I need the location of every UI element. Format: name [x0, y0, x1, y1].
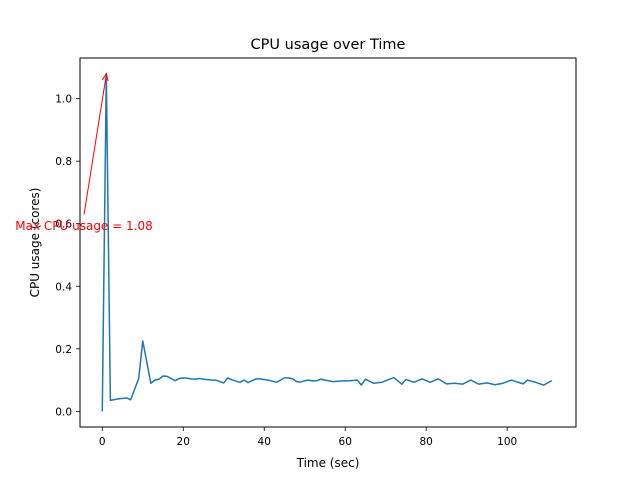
- chart-title: CPU usage over Time: [251, 37, 406, 53]
- y-tick-label: 0.0: [55, 406, 72, 418]
- x-tick-label: 100: [497, 436, 517, 448]
- annotation-arrow: [83, 74, 107, 215]
- x-tick-label: 40: [258, 436, 271, 448]
- y-tick-label: 0.2: [55, 344, 72, 356]
- x-tick-label: 0: [99, 436, 106, 448]
- plot-area: [101, 72, 553, 412]
- x-tick-label: 80: [420, 436, 433, 448]
- annotation-arrowhead: [101, 72, 109, 82]
- y-tick-label: 0.8: [55, 156, 72, 168]
- y-tick-label: 0.4: [55, 281, 72, 293]
- y-axis-label: CPU usage (cores): [28, 188, 42, 298]
- x-axis: 0 20 40 60 80 100: [99, 427, 517, 448]
- x-tick-label: 60: [339, 436, 352, 448]
- axes-frame: [79, 57, 577, 428]
- y-tick-label: 0.6: [55, 219, 72, 231]
- annotation-label: Max CPU usage = 1.08: [15, 219, 152, 233]
- series-line-0: [101, 72, 553, 412]
- max-annotation: Max CPU usage = 1.08: [15, 72, 153, 233]
- y-tick-label: 1.0: [55, 94, 72, 106]
- y-axis: 0.0 0.2 0.4 0.6 0.8 1.0: [55, 94, 80, 418]
- x-axis-label: Time (sec): [296, 456, 360, 470]
- x-tick-label: 20: [177, 436, 190, 448]
